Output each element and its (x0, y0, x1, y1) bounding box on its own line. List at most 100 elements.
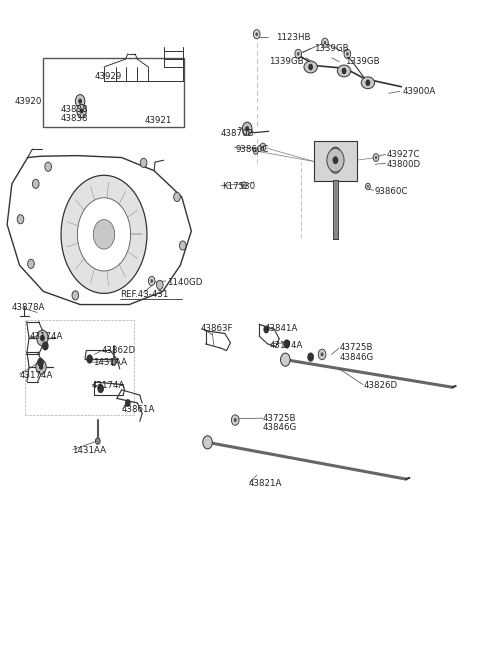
Circle shape (174, 192, 180, 202)
Circle shape (33, 179, 39, 188)
Circle shape (17, 215, 24, 224)
Circle shape (45, 162, 51, 171)
Text: 43800D: 43800D (387, 159, 421, 169)
Circle shape (40, 335, 45, 341)
Text: 93860C: 93860C (235, 144, 269, 154)
Circle shape (28, 259, 34, 268)
Circle shape (36, 330, 48, 346)
Text: 43870B: 43870B (221, 129, 254, 138)
Circle shape (260, 143, 266, 151)
Circle shape (295, 49, 301, 59)
Circle shape (75, 95, 85, 107)
Circle shape (203, 436, 212, 449)
Circle shape (37, 358, 44, 367)
Ellipse shape (304, 61, 317, 73)
Circle shape (346, 52, 348, 56)
Circle shape (77, 198, 131, 271)
Circle shape (97, 384, 104, 393)
Circle shape (42, 341, 48, 351)
Circle shape (231, 415, 239, 425)
Text: 43861A: 43861A (121, 405, 155, 414)
Circle shape (264, 326, 269, 333)
Circle shape (86, 355, 93, 364)
Circle shape (77, 104, 86, 117)
Text: 43878A: 43878A (12, 302, 45, 312)
Circle shape (307, 353, 314, 362)
Bar (314, 140, 357, 181)
Circle shape (330, 158, 341, 173)
Text: 43921: 43921 (144, 117, 172, 125)
Ellipse shape (361, 77, 374, 89)
Circle shape (96, 438, 100, 444)
Text: 43900A: 43900A (402, 87, 435, 96)
Circle shape (140, 158, 147, 167)
Circle shape (255, 150, 257, 152)
Circle shape (321, 353, 324, 357)
Circle shape (80, 108, 84, 113)
Circle shape (365, 183, 370, 190)
Circle shape (93, 219, 115, 249)
Circle shape (262, 146, 264, 149)
Circle shape (253, 148, 258, 154)
Text: 43920: 43920 (15, 97, 42, 105)
Circle shape (241, 182, 246, 188)
Circle shape (253, 30, 260, 39)
Circle shape (367, 185, 369, 188)
Circle shape (243, 184, 245, 186)
Circle shape (327, 148, 344, 172)
Circle shape (324, 41, 326, 45)
Text: REF.43-431: REF.43-431 (120, 289, 168, 299)
Circle shape (150, 279, 153, 283)
Text: 43846G: 43846G (263, 424, 297, 432)
Text: 43821A: 43821A (249, 479, 282, 488)
Circle shape (180, 241, 186, 250)
Text: 1339GB: 1339GB (269, 57, 303, 67)
Circle shape (322, 38, 328, 47)
Circle shape (281, 353, 290, 366)
Circle shape (255, 32, 258, 36)
Text: 43725B: 43725B (339, 343, 373, 353)
Circle shape (375, 156, 377, 159)
Text: 43927C: 43927C (387, 150, 420, 159)
Text: 43174A: 43174A (30, 331, 63, 341)
Text: 1431AA: 1431AA (72, 446, 106, 455)
Circle shape (330, 147, 341, 163)
Circle shape (245, 126, 249, 131)
Circle shape (365, 80, 370, 86)
Circle shape (342, 68, 347, 74)
Text: 43826D: 43826D (363, 381, 397, 389)
Circle shape (333, 156, 338, 164)
Circle shape (78, 98, 82, 103)
Circle shape (39, 364, 43, 370)
Text: 43929: 43929 (95, 72, 122, 81)
Bar (25, 320, 134, 415)
Text: 43863F: 43863F (201, 324, 233, 333)
Circle shape (297, 52, 300, 56)
Circle shape (234, 418, 237, 422)
Text: 43841A: 43841A (265, 324, 298, 333)
Circle shape (148, 276, 155, 285)
Text: 1339GB: 1339GB (345, 57, 380, 67)
Circle shape (318, 349, 326, 360)
Text: 43725B: 43725B (263, 415, 297, 423)
Text: 1140GD: 1140GD (168, 277, 203, 287)
Text: 43862D: 43862D (102, 346, 136, 355)
Text: 43838: 43838 (61, 105, 88, 113)
Text: K17530: K17530 (222, 182, 255, 191)
Circle shape (308, 64, 313, 71)
Text: 43174A: 43174A (270, 341, 303, 350)
Circle shape (373, 154, 379, 161)
Bar (333, 180, 338, 239)
Text: 43838: 43838 (61, 114, 88, 123)
Text: 43846G: 43846G (339, 353, 373, 362)
Text: 1339GB: 1339GB (314, 44, 348, 53)
Text: 1431AA: 1431AA (93, 358, 127, 367)
Ellipse shape (337, 65, 351, 77)
Circle shape (242, 122, 252, 135)
Text: 93860C: 93860C (374, 187, 408, 196)
Text: 43174A: 43174A (91, 381, 124, 389)
Bar (43, 59, 184, 127)
Text: 1123HB: 1123HB (276, 33, 310, 42)
Circle shape (125, 399, 131, 407)
Circle shape (61, 175, 147, 293)
